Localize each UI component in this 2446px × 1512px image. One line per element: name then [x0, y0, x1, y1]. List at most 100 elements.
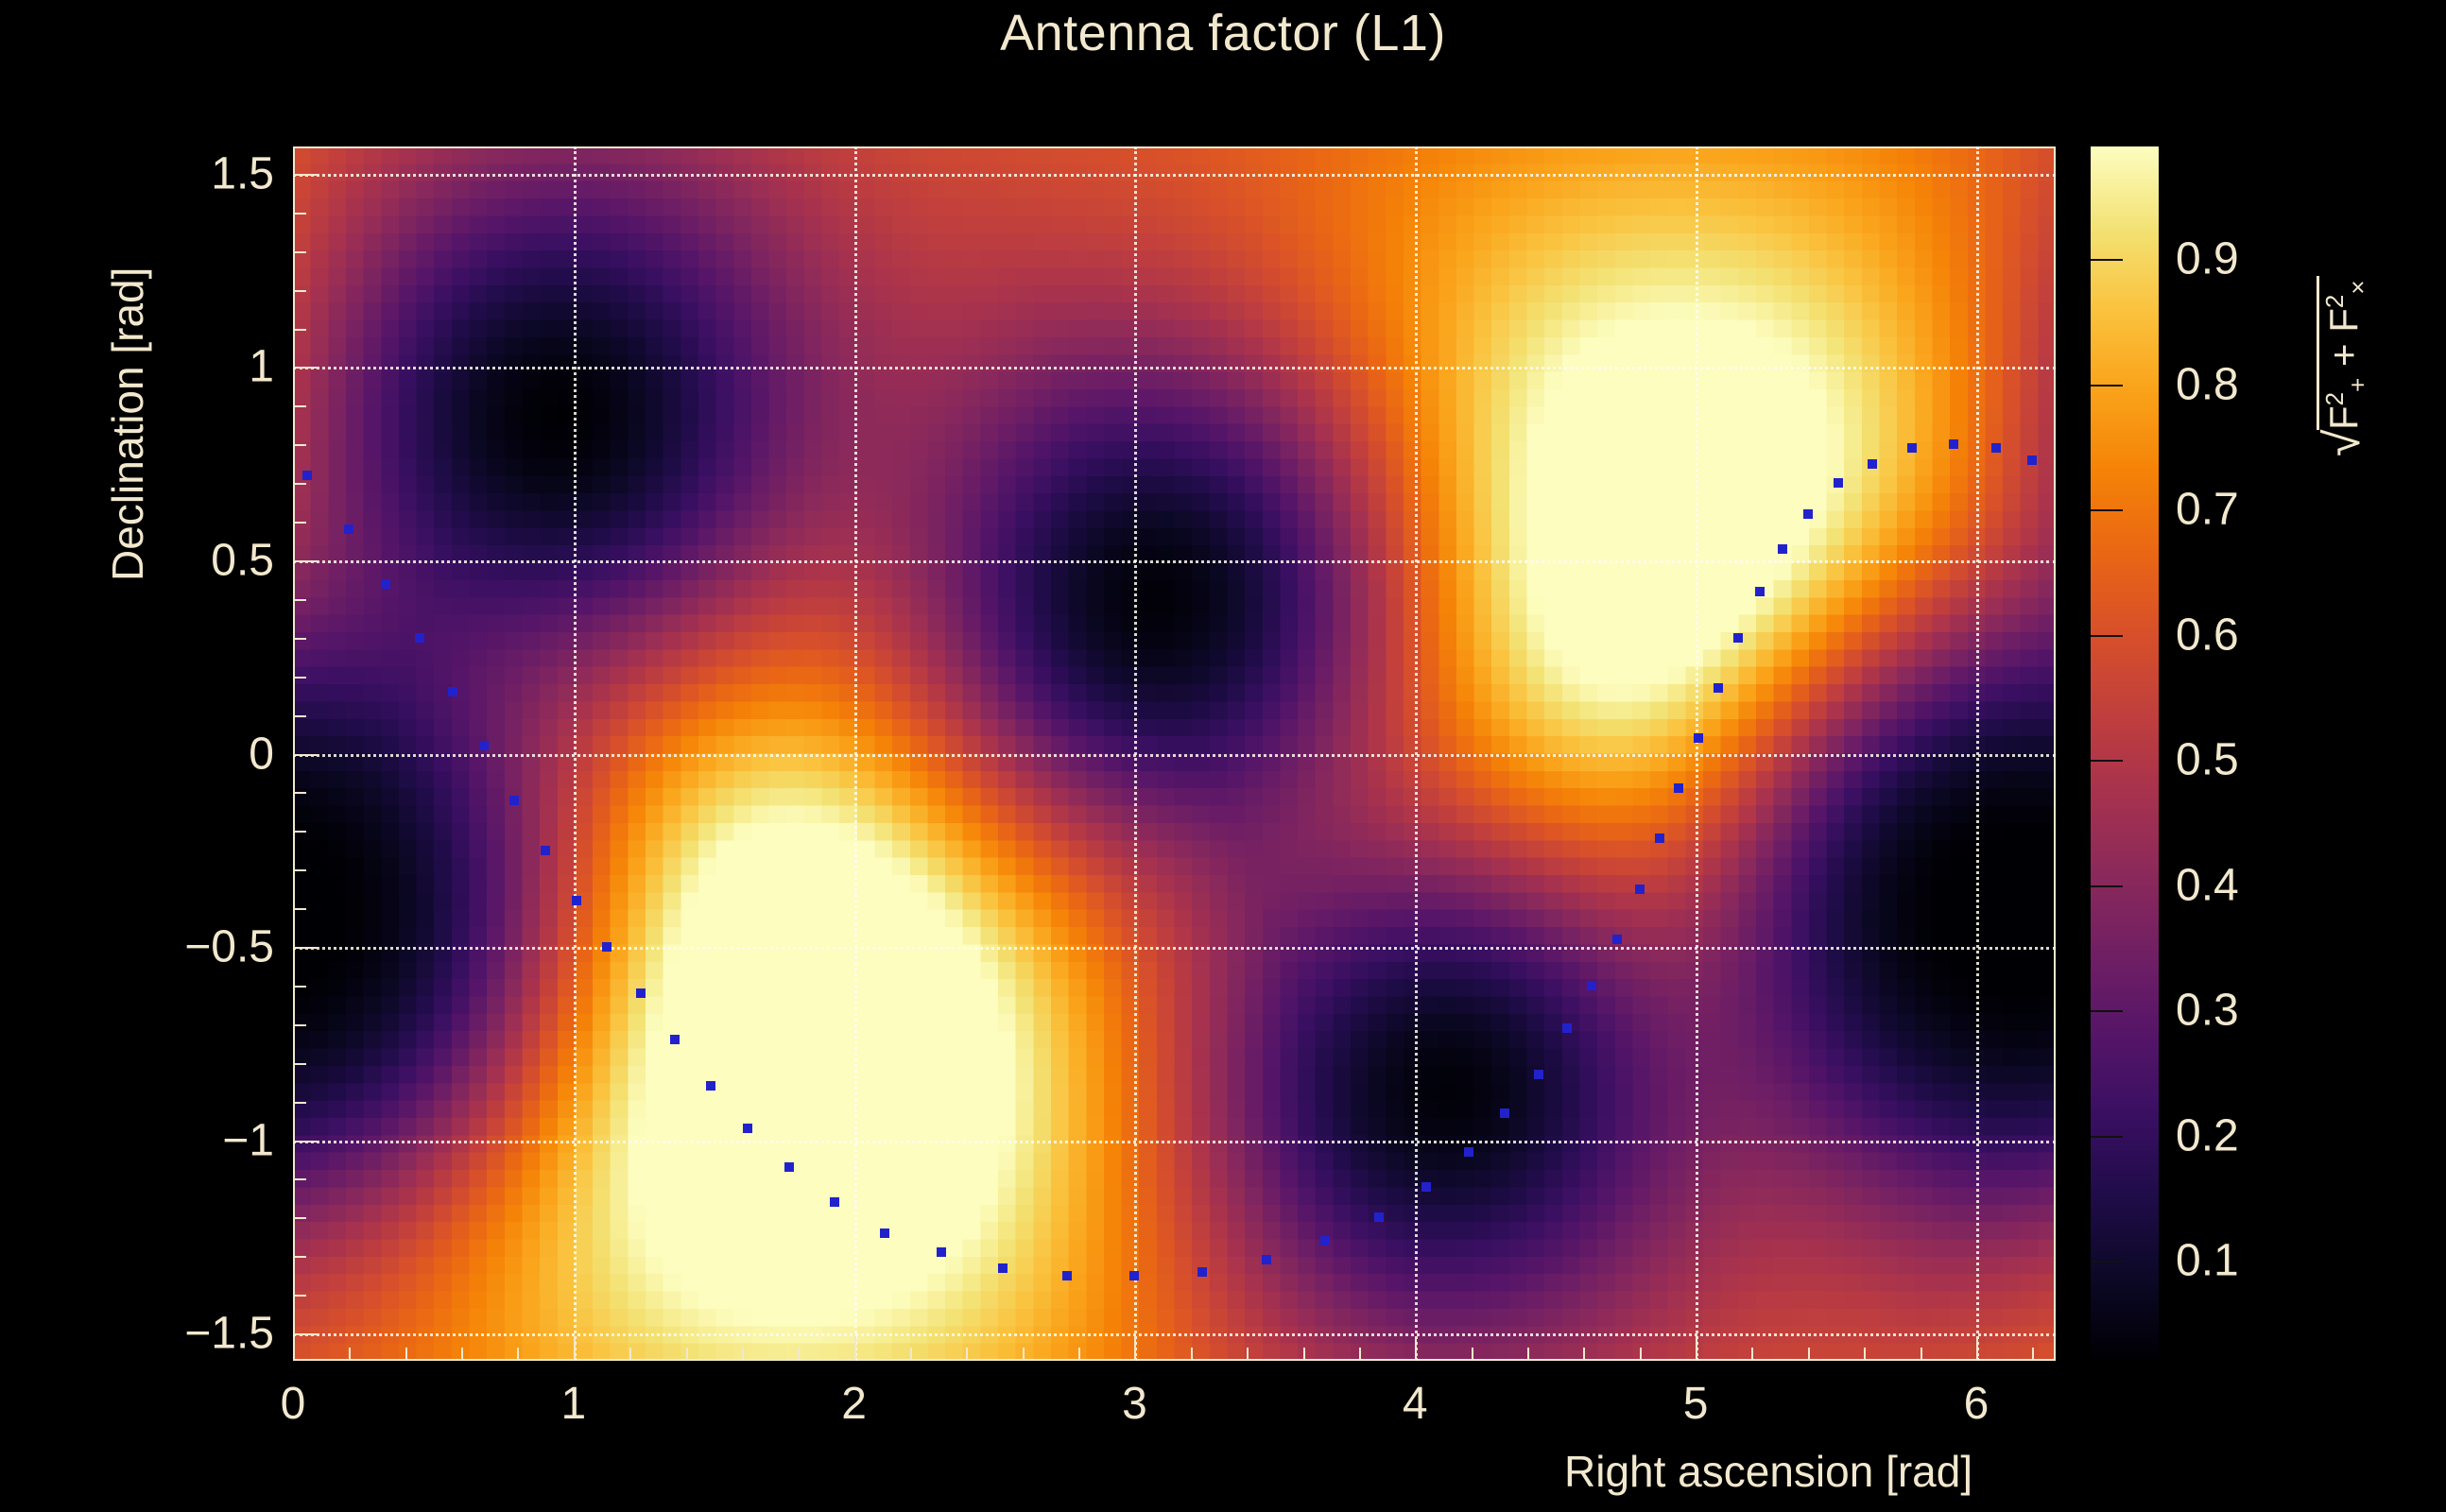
y-tick-label: −1 [222, 1115, 274, 1166]
colorbar-tick-label: 0.3 [2176, 985, 2239, 1036]
f-plus-subscript: + [2343, 377, 2372, 392]
y-tick-label: 0 [249, 729, 274, 779]
x-minor-tick [1190, 1348, 1193, 1361]
y-minor-tick [293, 1178, 306, 1181]
page-title: Antenna factor (L1) [1000, 5, 1446, 61]
x-major-tick [573, 1336, 576, 1361]
galactic-plane-marker [669, 1035, 680, 1045]
galactic-plane-marker [1197, 1266, 1207, 1277]
y-tick-label: 1.5 [211, 148, 274, 199]
galactic-plane-marker [1868, 458, 1878, 469]
galactic-plane-marker [602, 942, 612, 952]
f-plus-symbol: F [2321, 405, 2366, 430]
galactic-plane-marker [1834, 478, 1844, 489]
galactic-plane-marker [997, 1263, 1008, 1273]
plus-operator: + [2321, 332, 2366, 378]
galactic-plane-marker [1373, 1212, 1384, 1223]
y-major-tick [293, 1333, 318, 1336]
f-cross-symbol: F [2321, 308, 2366, 333]
galactic-plane-marker [742, 1124, 752, 1134]
y-minor-tick [293, 444, 306, 447]
heatmap-image [293, 146, 2056, 1361]
y-major-tick [293, 1140, 318, 1143]
x-minor-tick [798, 1348, 801, 1361]
x-minor-tick [1527, 1348, 1530, 1361]
galactic-plane-marker [1421, 1181, 1432, 1192]
x-minor-tick [1358, 1348, 1361, 1361]
x-minor-tick [2032, 1348, 2035, 1361]
x-minor-tick [1639, 1348, 1642, 1361]
x-major-tick [853, 1336, 856, 1361]
galactic-plane-marker [1587, 980, 1597, 990]
y-tick-label: −1.5 [184, 1308, 274, 1359]
galactic-plane-marker [1802, 508, 1813, 519]
galactic-plane-marker [1949, 439, 1959, 450]
colorbar-tick-label: 0.2 [2176, 1110, 2239, 1161]
galactic-plane-marker [1634, 884, 1645, 894]
galactic-plane-marker [1561, 1022, 1572, 1033]
y-tick-label: 1 [249, 341, 274, 392]
y-major-tick [293, 753, 318, 756]
y-minor-tick [293, 908, 306, 911]
galactic-plane-marker [706, 1081, 716, 1091]
y-minor-tick [293, 714, 306, 717]
galactic-plane-marker [1261, 1255, 1271, 1265]
colorbar-tick [2091, 384, 2123, 387]
galactic-plane-marker [1062, 1270, 1073, 1280]
f-cross-subscript: × [2343, 280, 2372, 295]
galactic-plane-marker [1755, 586, 1766, 596]
radical-icon: √ [2316, 429, 2370, 456]
x-minor-tick [405, 1348, 407, 1361]
galactic-plane-marker [636, 988, 646, 999]
galactic-plane-marker [571, 895, 581, 905]
colorbar-tick-label: 0.9 [2176, 233, 2239, 284]
colorbar-tick [2091, 634, 2123, 637]
galactic-plane-marker [1694, 733, 1704, 744]
x-tick-label: 2 [841, 1379, 867, 1429]
f-plus-exponent: 2 [2320, 391, 2349, 406]
y-minor-tick [293, 250, 306, 253]
sqrt-expression: √ F2+ + F2× [2316, 276, 2372, 456]
galactic-plane-marker [1732, 632, 1743, 643]
colorbar-axis-title: √ F2+ + F2× [2316, 276, 2372, 456]
y-minor-tick [293, 1217, 306, 1220]
galactic-plane-marker [1612, 934, 1622, 944]
y-tick-label: 0.5 [211, 535, 274, 586]
colorbar-tick-label: 0.7 [2176, 484, 2239, 535]
x-minor-tick [1807, 1348, 1810, 1361]
x-tick-label: 0 [280, 1379, 306, 1429]
y-minor-tick [293, 831, 306, 833]
colorbar-tick [2091, 509, 2123, 512]
x-minor-tick [1864, 1348, 1867, 1361]
galactic-plane-marker [829, 1196, 839, 1207]
colorbar-tick [2091, 885, 2123, 887]
x-minor-tick [741, 1348, 744, 1361]
galactic-plane-marker [344, 524, 354, 535]
galactic-plane-marker [1990, 443, 2001, 454]
colorbar-tick [2091, 760, 2123, 763]
y-minor-tick [293, 405, 306, 408]
x-tick-label: 5 [1682, 1379, 1709, 1429]
heatmap-plot-area[interactable] [293, 146, 2056, 1361]
x-major-tick [1134, 1336, 1137, 1361]
radical-overbar [2317, 276, 2319, 430]
x-minor-tick [629, 1348, 632, 1361]
galactic-plane-marker [380, 578, 390, 589]
y-minor-tick [293, 1101, 306, 1104]
y-minor-tick [293, 792, 306, 795]
colorbar[interactable] [2091, 146, 2159, 1361]
x-tick-label: 4 [1402, 1379, 1428, 1429]
galactic-plane-marker [1129, 1270, 1140, 1280]
x-minor-tick [1583, 1348, 1586, 1361]
x-minor-tick [1078, 1348, 1081, 1361]
galactic-plane-marker [1500, 1108, 1510, 1118]
y-minor-tick [293, 598, 306, 601]
galactic-plane-marker [1463, 1146, 1473, 1157]
x-minor-tick [966, 1348, 969, 1361]
galactic-plane-marker [509, 795, 520, 805]
colorbar-tick [2091, 1261, 2123, 1263]
y-minor-tick [293, 637, 306, 640]
colorbar-tick [2091, 259, 2123, 262]
x-tick-label: 6 [1963, 1379, 1990, 1429]
galactic-plane-marker [2027, 455, 2038, 465]
